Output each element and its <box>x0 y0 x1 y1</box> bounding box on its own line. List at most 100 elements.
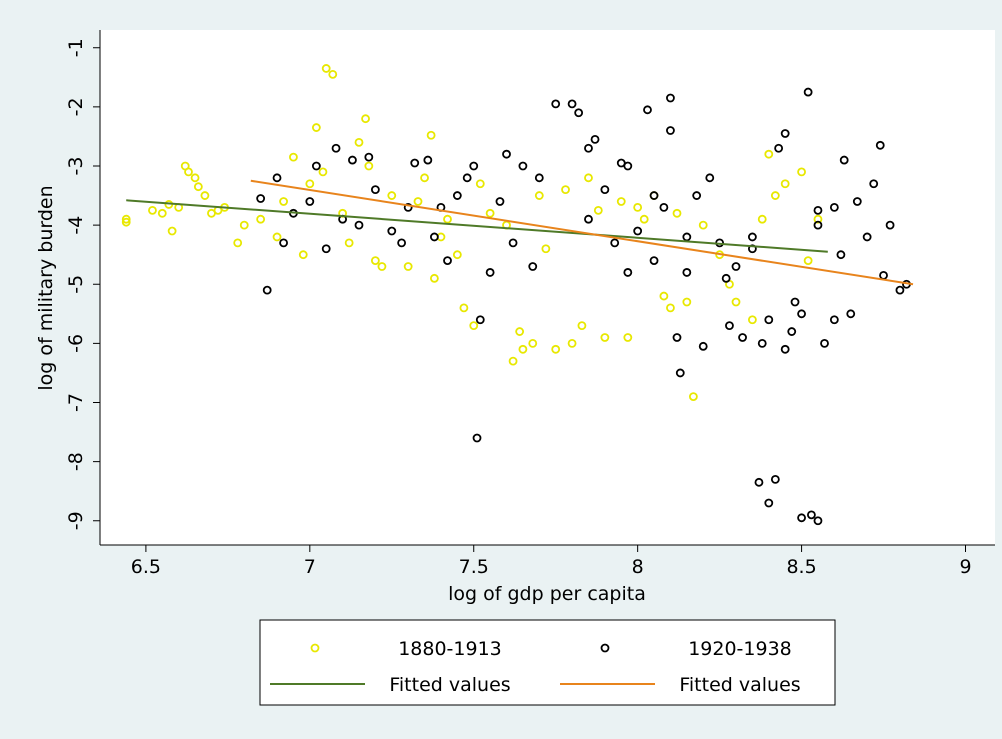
point <box>869 179 879 189</box>
point <box>410 158 420 168</box>
point <box>623 333 633 342</box>
y-tick-label: -8 <box>65 452 87 471</box>
y-tick-label: -5 <box>65 275 87 294</box>
legend-label: 1920-1938 <box>688 638 792 660</box>
plot-area <box>100 30 995 545</box>
point <box>429 273 439 283</box>
point <box>780 179 790 189</box>
point <box>764 315 774 325</box>
point <box>305 197 315 206</box>
point <box>233 238 243 248</box>
point <box>567 338 577 348</box>
point <box>692 191 702 200</box>
point <box>610 238 620 248</box>
point <box>528 338 538 348</box>
point <box>666 126 675 135</box>
point <box>829 315 839 325</box>
x-tick-label: 9 <box>959 556 971 578</box>
fit-line <box>250 179 914 286</box>
point <box>364 152 374 162</box>
point <box>469 161 479 171</box>
legend <box>259 619 836 706</box>
point <box>475 315 485 325</box>
point <box>200 191 210 200</box>
point <box>289 152 298 162</box>
point <box>518 344 528 354</box>
point <box>649 191 659 200</box>
point <box>623 161 633 171</box>
point <box>567 99 577 109</box>
point <box>397 238 407 248</box>
point <box>426 130 436 140</box>
point <box>420 173 429 183</box>
point <box>846 309 856 319</box>
point <box>797 167 806 177</box>
point <box>774 143 784 153</box>
point <box>754 477 764 487</box>
point <box>311 123 321 132</box>
point <box>387 226 397 236</box>
point <box>725 321 734 331</box>
x-tick-label: 8.5 <box>786 556 816 578</box>
point <box>672 208 682 218</box>
point <box>305 179 315 189</box>
point <box>600 185 610 195</box>
point <box>344 238 354 248</box>
point <box>675 368 685 378</box>
x-tick-label: 7 <box>304 556 316 578</box>
point <box>515 327 525 336</box>
point <box>167 226 177 236</box>
point <box>616 197 626 206</box>
point <box>321 244 331 254</box>
point <box>239 220 249 230</box>
point <box>633 226 643 236</box>
point <box>770 191 780 200</box>
point <box>836 250 846 260</box>
point <box>279 238 288 248</box>
point <box>551 99 561 109</box>
y-tick-label: -3 <box>65 157 87 176</box>
point <box>121 217 131 227</box>
point <box>852 197 862 206</box>
point <box>348 155 357 165</box>
point <box>377 262 387 271</box>
point <box>807 510 816 520</box>
point <box>354 220 364 230</box>
y-tick-label: -1 <box>65 38 87 57</box>
legend-symbol <box>310 643 320 653</box>
point <box>790 297 800 307</box>
point <box>462 173 472 183</box>
point <box>475 179 485 189</box>
point <box>469 321 479 331</box>
point <box>413 197 423 206</box>
point <box>298 250 308 260</box>
point <box>787 327 797 336</box>
point <box>272 232 282 242</box>
point <box>672 333 682 342</box>
point <box>780 344 790 354</box>
point <box>534 191 544 200</box>
point <box>780 129 790 138</box>
legend-label: Fitted values <box>389 674 510 696</box>
point <box>820 338 829 348</box>
point <box>666 93 675 103</box>
x-tick-label: 7.5 <box>459 556 489 578</box>
point <box>256 194 266 203</box>
point <box>757 338 767 348</box>
point <box>361 114 370 124</box>
point <box>311 161 321 171</box>
point <box>452 250 462 260</box>
point <box>721 273 731 283</box>
point <box>272 173 282 183</box>
point <box>318 167 328 177</box>
point <box>256 214 266 224</box>
point <box>443 256 452 265</box>
point <box>731 262 741 271</box>
point <box>633 202 643 212</box>
point <box>813 220 823 230</box>
point <box>561 185 570 195</box>
point <box>508 238 518 248</box>
point <box>875 140 885 150</box>
x-tick-label: 6.5 <box>131 556 161 578</box>
y-tick-label: -9 <box>65 511 87 530</box>
